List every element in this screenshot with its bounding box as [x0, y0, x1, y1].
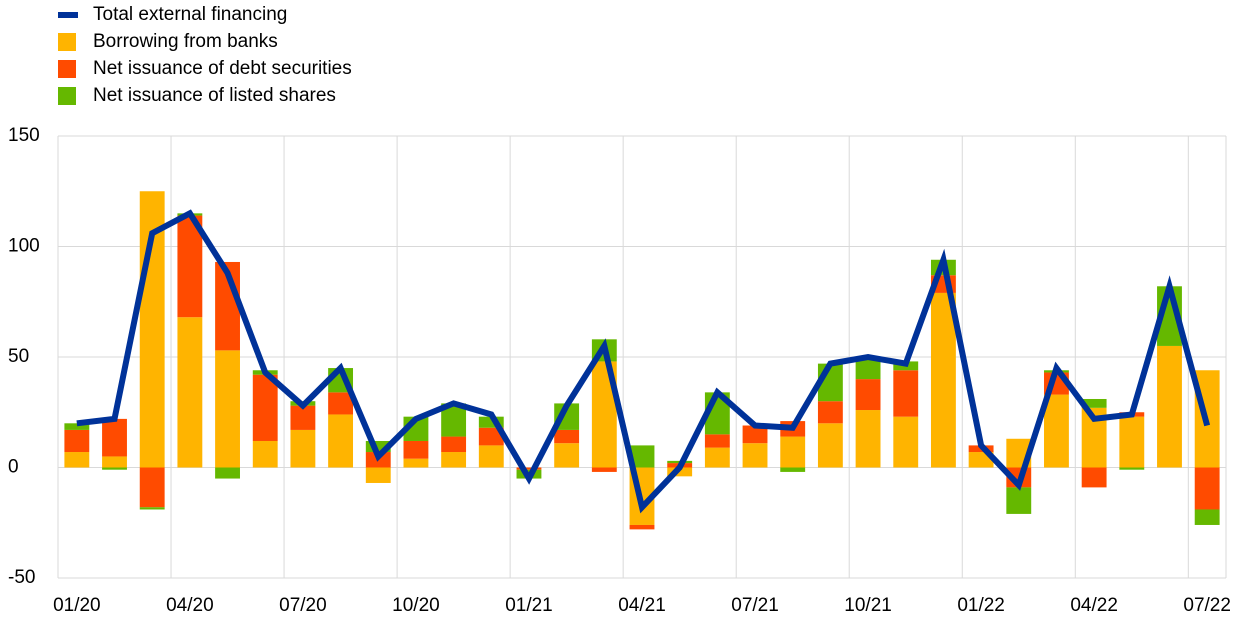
- bar: [780, 467, 806, 472]
- x-tick-label: 07/20: [279, 595, 327, 616]
- bar: [1081, 467, 1107, 488]
- bar: [1081, 398, 1107, 408]
- bar: [64, 429, 90, 453]
- x-tick-label: 04/20: [166, 595, 214, 616]
- bar: [441, 436, 467, 453]
- bar: [441, 452, 467, 468]
- bar: [177, 215, 203, 318]
- bar: [1006, 487, 1032, 514]
- x-tick-label: 10/20: [392, 595, 440, 616]
- y-tick-label: 150: [8, 125, 40, 146]
- bar: [403, 440, 429, 459]
- bar: [742, 425, 768, 444]
- bar: [177, 317, 203, 468]
- legend-marker: [58, 87, 76, 105]
- bar: [478, 427, 504, 446]
- bar: [290, 429, 316, 468]
- bar: [215, 467, 240, 479]
- legend-marker: [58, 12, 78, 18]
- bar: [290, 405, 316, 430]
- bar: [1119, 416, 1145, 468]
- y-tick-label: 0: [8, 457, 19, 478]
- bar: [64, 452, 90, 468]
- bar: [252, 374, 278, 441]
- legend-marker: [58, 33, 76, 51]
- y-tick-label: -50: [8, 567, 35, 588]
- bar: [629, 445, 655, 468]
- bar: [930, 292, 956, 468]
- bar: [516, 467, 542, 470]
- bar: [742, 443, 768, 468]
- bar: [365, 440, 391, 453]
- bar: [1044, 394, 1069, 468]
- bar: [139, 467, 165, 508]
- bar: [780, 436, 806, 468]
- bar: [102, 418, 127, 457]
- bar: [855, 379, 881, 411]
- legend-label: Net issuance of listed shares: [93, 85, 336, 106]
- bar: [629, 524, 655, 530]
- bar: [1119, 467, 1145, 470]
- bar: [64, 423, 90, 430]
- bar: [1194, 467, 1220, 510]
- bar: [667, 467, 693, 477]
- x-tick-label: 04/22: [1070, 595, 1118, 616]
- legend-label: Net issuance of debt securities: [93, 58, 352, 79]
- bar: [403, 458, 429, 468]
- x-tick-label: 01/22: [957, 595, 1005, 616]
- bar: [893, 370, 919, 417]
- bar: [704, 434, 730, 448]
- line: [76, 209, 1211, 514]
- bar: [855, 357, 881, 380]
- bar: [102, 456, 127, 468]
- bar: [817, 423, 843, 468]
- bar: [855, 410, 881, 468]
- bar: [1157, 345, 1182, 468]
- x-tick-label: 01/21: [505, 595, 553, 616]
- legend-label: Borrowing from banks: [93, 31, 278, 52]
- bar: [139, 507, 165, 510]
- bar: [328, 414, 354, 468]
- x-tick-label: 04/21: [618, 595, 666, 616]
- bar: [215, 350, 240, 468]
- bar: [102, 467, 127, 470]
- bar: [1194, 509, 1220, 525]
- bar: [478, 416, 504, 428]
- x-tick-label: 07/21: [731, 595, 779, 616]
- bar: [365, 467, 391, 483]
- x-tick-label: 10/21: [844, 595, 892, 616]
- bar: [328, 392, 354, 415]
- bar: [252, 440, 278, 468]
- bar: [478, 445, 504, 468]
- legend-marker: [58, 60, 76, 78]
- y-tick-label: 50: [8, 346, 29, 367]
- x-tick-label: 01/20: [53, 595, 101, 616]
- y-tick-label: 100: [8, 236, 40, 257]
- x-tick-label: 07/22: [1183, 595, 1231, 616]
- legend-label: Total external financing: [93, 4, 287, 25]
- bar: [893, 416, 919, 468]
- bar: [591, 467, 617, 472]
- bar: [554, 443, 580, 468]
- bar: [554, 429, 580, 444]
- bar: [704, 447, 730, 468]
- bar: [817, 401, 843, 424]
